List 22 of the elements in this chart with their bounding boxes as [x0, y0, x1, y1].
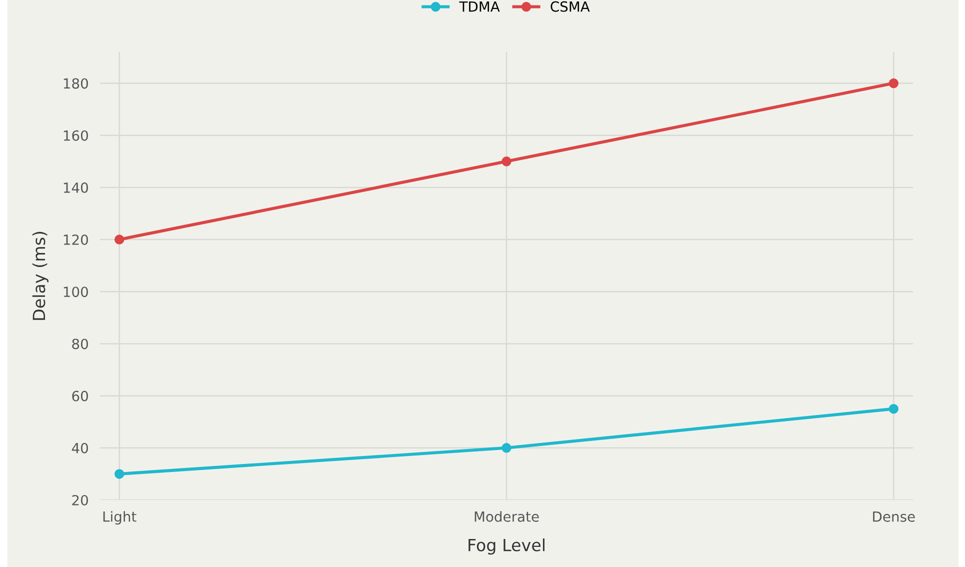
y-tick-label: 120 — [64, 234, 88, 246]
point — [888, 78, 899, 88]
point — [114, 234, 124, 244]
y-tick-label: 140 — [64, 182, 88, 193]
y-tick-label: 160 — [64, 130, 88, 141]
x-axis-title: Fog Level — [468, 538, 544, 555]
x-tick-label: Light — [103, 511, 136, 525]
x-tick-label: Dense — [873, 512, 915, 522]
point — [114, 469, 124, 479]
point — [888, 404, 899, 414]
y-tick-label: 180 — [64, 78, 88, 89]
legend-label: CSMA — [550, 1, 590, 12]
point — [502, 443, 512, 453]
legend-label: TDMA — [459, 1, 500, 12]
y-axis-title: Delay (ms) — [32, 232, 48, 320]
y-tick-label: 40 — [72, 442, 88, 454]
y-tick-label: 100 — [64, 286, 88, 298]
point — [502, 156, 512, 166]
y-tick-label: 20 — [72, 494, 88, 506]
y-tick-label: 80 — [72, 338, 88, 350]
y-tick-label: 60 — [72, 390, 88, 402]
x-tick-label: Moderate — [474, 511, 539, 522]
